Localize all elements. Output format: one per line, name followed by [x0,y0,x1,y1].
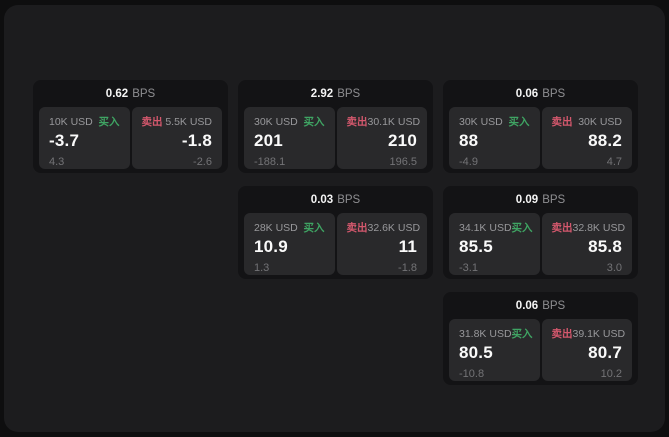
quote-panels: 34.1K USD 买入 85.5 -3.1 卖出 32.8K USD 85.8… [443,213,638,275]
sell-price: 85.8 [588,237,622,256]
buy-price: 80.5 [459,343,493,362]
sell-size-label: 30K USD [578,116,622,128]
buy-tag: 买入 [511,328,533,340]
buy-size-label: 31.8K USD [459,328,512,340]
bps-value: 0.62 [105,87,129,100]
quote-card-5: 0.09 BPS 34.1K USD 买入 85.5 -3.1 卖出 32.8K… [443,186,638,279]
quote-card-2: 2.92 BPS 30K USD 买入 201 -188.1 卖出 30.1K … [238,80,433,173]
sell-size-label: 32.8K USD [572,222,626,234]
buy-sub-value: -4.9 [459,156,478,168]
sell-tag: 卖出 [346,222,368,234]
quote-panels: 28K USD 买入 10.9 1.3 卖出 32.6K USD 11 -1.8 [238,213,433,275]
buy-price: -3.7 [49,131,80,150]
bps-unit-label: BPS [542,299,566,312]
sell-panel[interactable]: 卖出 32.8K USD 85.8 3.0 [541,213,632,275]
quote-card-1: 0.62 BPS 10K USD 买入 -3.7 4.3 卖出 5.5K USD… [33,80,228,173]
bps-unit-label: BPS [337,193,361,206]
buy-sub-value: -3.1 [459,262,478,274]
sell-sub-value: 4.7 [606,156,622,168]
bps-value: 0.06 [515,87,539,100]
sell-tag: 卖出 [551,222,573,234]
buy-price: 88 [459,131,479,150]
buy-size-label: 10K USD [49,116,93,128]
buy-sub-value: 4.3 [49,156,65,168]
buy-size-label: 30K USD [254,116,298,128]
sell-sub-value: 10.2 [600,368,622,380]
sell-panel[interactable]: 卖出 32.6K USD 11 -1.8 [336,213,427,275]
buy-panel[interactable]: 31.8K USD 买入 80.5 -10.8 [449,319,540,381]
sell-sub-value: -1.8 [398,262,417,274]
buy-size-label: 28K USD [254,222,298,234]
sell-sub-value: -2.6 [193,156,212,168]
bps-value: 0.06 [515,299,539,312]
quote-panels: 31.8K USD 买入 80.5 -10.8 卖出 39.1K USD 80.… [443,319,638,381]
sell-tag: 卖出 [141,116,163,128]
bps-unit-label: BPS [337,87,361,100]
sell-price: 88.2 [588,131,622,150]
sell-panel[interactable]: 卖出 30K USD 88.2 4.7 [541,107,632,169]
buy-price: 10.9 [254,237,288,256]
bps-unit-label: BPS [132,87,156,100]
sell-tag: 卖出 [551,116,573,128]
buy-panel[interactable]: 30K USD 买入 88 -4.9 [449,107,540,169]
buy-size-label: 34.1K USD [459,222,512,234]
sell-tag: 卖出 [551,328,573,340]
bps-value: 0.03 [310,193,334,206]
buy-sub-value: -10.8 [459,368,485,380]
sell-size-label: 30.1K USD [367,116,421,128]
card-header: 0.09 BPS [443,186,638,213]
card-header: 0.62 BPS [33,80,228,107]
buy-tag: 买入 [508,116,530,128]
bps-unit-label: BPS [542,193,566,206]
sell-sub-value: 3.0 [606,262,622,274]
sell-panel[interactable]: 卖出 39.1K USD 80.7 10.2 [541,319,632,381]
quote-panels: 30K USD 买入 88 -4.9 卖出 30K USD 88.2 4.7 [443,107,638,169]
quote-panels: 30K USD 买入 201 -188.1 卖出 30.1K USD 210 1… [238,107,433,169]
buy-price: 85.5 [459,237,493,256]
card-header: 0.03 BPS [238,186,433,213]
sell-price: -1.8 [181,131,212,150]
quote-card-4: 0.03 BPS 28K USD 买入 10.9 1.3 卖出 32.6K US… [238,186,433,279]
bps-value: 2.92 [310,87,334,100]
card-header: 0.06 BPS [443,80,638,107]
buy-tag: 买入 [511,222,533,234]
card-header: 0.06 BPS [443,292,638,319]
buy-panel[interactable]: 34.1K USD 买入 85.5 -3.1 [449,213,540,275]
sell-panel[interactable]: 卖出 30.1K USD 210 196.5 [336,107,427,169]
sell-size-label: 32.6K USD [367,222,421,234]
buy-panel[interactable]: 28K USD 买入 10.9 1.3 [244,213,335,275]
buy-sub-value: -188.1 [254,156,286,168]
sell-price: 11 [398,237,417,256]
quote-card-6: 0.06 BPS 31.8K USD 买入 80.5 -10.8 卖出 39.1… [443,292,638,385]
buy-tag: 买入 [98,116,120,128]
sell-price: 210 [388,131,417,150]
sell-tag: 卖出 [346,116,368,128]
buy-tag: 买入 [303,116,325,128]
bps-unit-label: BPS [542,87,566,100]
sell-panel[interactable]: 卖出 5.5K USD -1.8 -2.6 [131,107,222,169]
buy-sub-value: 1.3 [254,262,270,274]
bps-value: 0.09 [515,193,539,206]
buy-panel[interactable]: 10K USD 买入 -3.7 4.3 [39,107,130,169]
sell-size-label: 5.5K USD [165,116,212,128]
buy-panel[interactable]: 30K USD 买入 201 -188.1 [244,107,335,169]
buy-price: 201 [254,131,283,150]
buy-size-label: 30K USD [459,116,503,128]
sell-size-label: 39.1K USD [572,328,626,340]
card-header: 2.92 BPS [238,80,433,107]
quote-panels: 10K USD 买入 -3.7 4.3 卖出 5.5K USD -1.8 -2.… [33,107,228,169]
quote-card-3: 0.06 BPS 30K USD 买入 88 -4.9 卖出 30K USD 8… [443,80,638,173]
buy-tag: 买入 [303,222,325,234]
sell-sub-value: 196.5 [389,156,417,168]
sell-price: 80.7 [588,343,622,362]
